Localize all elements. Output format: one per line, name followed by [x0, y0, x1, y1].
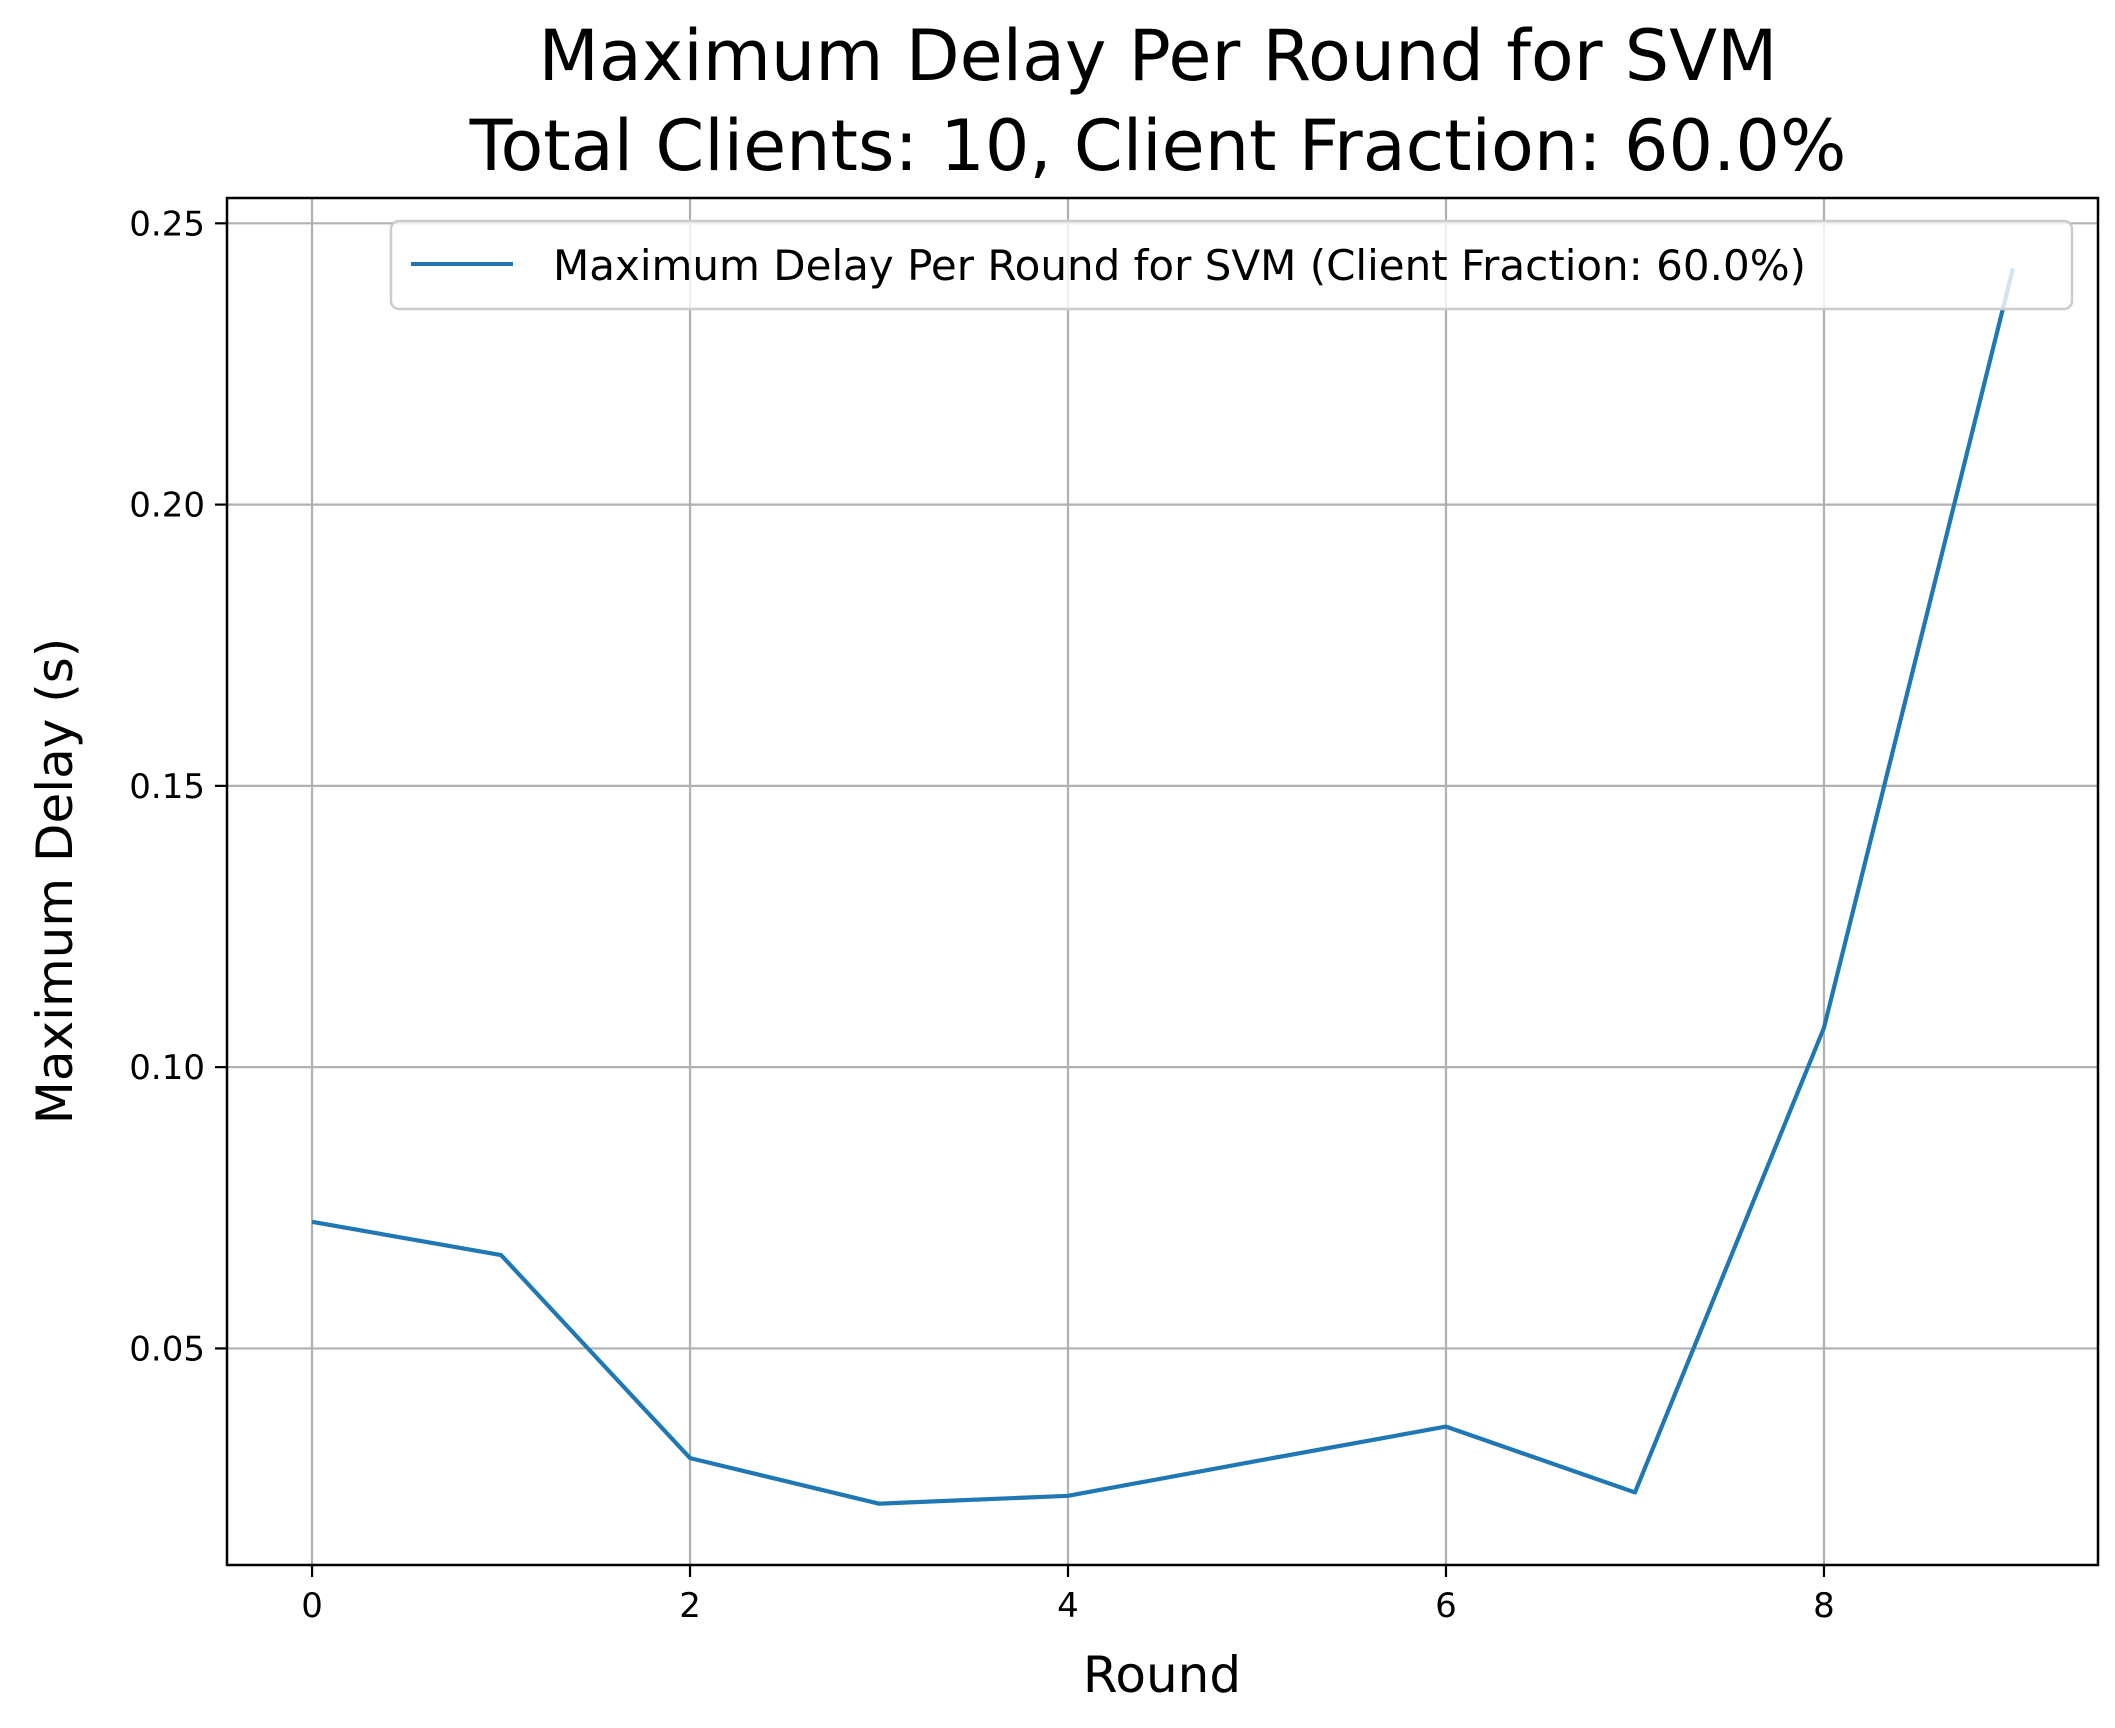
x-axis-label: Round — [1083, 1646, 1241, 1704]
chart-title-line2: Total Clients: 10, Client Fraction: 60.0… — [469, 105, 1847, 187]
x-tick-label: 2 — [679, 1586, 701, 1626]
series-line — [311, 267, 2015, 1506]
x-tick-label: 6 — [1435, 1586, 1457, 1626]
legend-box — [389, 219, 2074, 311]
y-tick-label: 0.25 — [129, 204, 205, 244]
y-tick-label: 0.15 — [129, 767, 205, 807]
y-tick-label: 0.20 — [129, 486, 205, 526]
plot-frame — [225, 196, 2100, 1567]
x-tick-label: 0 — [301, 1586, 323, 1626]
y-tick-label: 0.05 — [129, 1329, 205, 1369]
axis-ticks: 0 2 4 6 8 0.05 0.10 0.15 0.20 0.25 — [129, 204, 1834, 1626]
x-tick-label: 4 — [1057, 1586, 1079, 1626]
legend: Maximum Delay Per Round for SVM (Client … — [389, 219, 2074, 311]
plot-background — [227, 198, 2098, 1565]
chart-title-line1: Maximum Delay Per Round for SVM — [539, 15, 1778, 97]
plot-area: 0 2 4 6 8 0.05 0.10 0.15 0.20 0.25 — [129, 196, 2100, 1626]
series-layer — [311, 267, 2015, 1506]
x-tick-label: 8 — [1813, 1586, 1835, 1626]
y-axis-label: Maximum Delay (s) — [26, 638, 84, 1125]
legend-label: Maximum Delay Per Round for SVM (Client … — [553, 241, 1806, 290]
y-tick-label: 0.10 — [129, 1048, 205, 1088]
